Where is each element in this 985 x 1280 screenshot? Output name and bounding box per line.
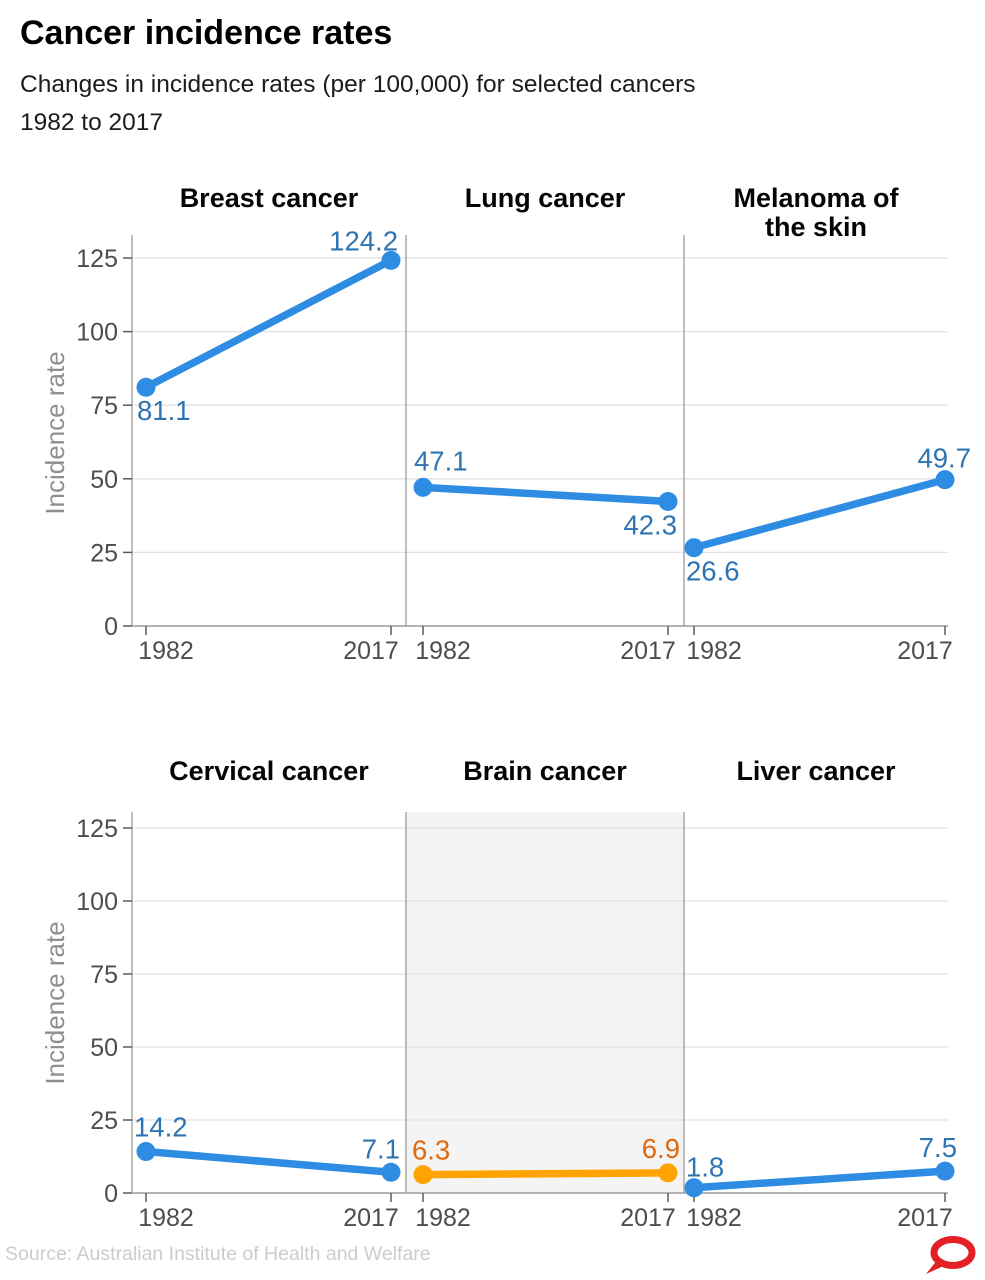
value-label: 6.3	[412, 1135, 450, 1166]
panel-title-liver-cancer: Liver cancer	[736, 756, 896, 786]
x-tick-label: 2017	[620, 1204, 676, 1232]
data-point	[413, 1165, 433, 1185]
x-tick-label: 1982	[138, 637, 194, 665]
logo-bubble	[930, 1236, 976, 1269]
value-label: 1.8	[686, 1152, 724, 1183]
data-point	[684, 1178, 704, 1198]
x-tick-label: 1982	[415, 1204, 471, 1232]
source-attribution: Source: Australian Institute of Health a…	[5, 1243, 431, 1265]
data-point	[684, 538, 704, 558]
value-label: 49.7	[917, 443, 971, 474]
data-point	[658, 491, 678, 511]
value-label: 7.1	[362, 1133, 400, 1164]
y-tick-label: 125	[76, 245, 118, 273]
trend-line	[690, 1167, 949, 1192]
value-label: 6.9	[642, 1133, 680, 1164]
page-title: Cancer incidence rates	[20, 14, 393, 52]
page-subtitle: Changes in incidence rates (per 100,000)…	[20, 71, 696, 136]
y-tick-label: 100	[76, 319, 118, 347]
value-label: 7.5	[919, 1132, 957, 1163]
value-label: 47.1	[414, 445, 468, 476]
trend-line	[142, 256, 395, 391]
y-tick-label: 125	[76, 815, 118, 843]
data-point	[136, 1142, 156, 1162]
trend-line	[142, 1147, 395, 1177]
x-tick-label: 1982	[138, 1204, 194, 1232]
x-tick-label: 2017	[897, 1204, 953, 1232]
data-point	[658, 1163, 678, 1183]
value-label: 81.1	[137, 395, 191, 426]
y-tick-label: 75	[90, 392, 118, 420]
x-tick-label: 2017	[343, 637, 399, 665]
data-point	[935, 1161, 955, 1181]
value-label: 42.3	[623, 509, 677, 540]
x-tick-label: 1982	[415, 637, 471, 665]
panel-title-breast-cancer: Breast cancer	[179, 183, 359, 213]
panel-title-melanoma: Melanoma of the skin	[733, 183, 899, 242]
panel-title-cervical-cancer: Cervical cancer	[169, 756, 369, 786]
data-point	[935, 470, 955, 490]
x-tick-label: 2017	[620, 637, 676, 665]
chart-row-svg-1: 0 25 50 75 100 125 1982 2017 14.2 7.1 1982 2017 6.3 6…	[76, 812, 957, 1232]
panel-title-brain-cancer: Brain cancer	[463, 756, 627, 786]
y-tick-label: 75	[90, 961, 118, 989]
x-tick-label: 1982	[686, 1204, 742, 1232]
y-tick-label: 25	[90, 539, 118, 567]
value-label: 26.6	[686, 556, 740, 587]
trend-line	[419, 1169, 672, 1179]
chart-row-svg-0: 0 25 50 75 100 125 1982 2017 81.1 124.2 1982 2017 47…	[76, 230, 971, 665]
trend-line	[419, 483, 672, 506]
y-tick-label: 0	[104, 1180, 118, 1208]
data-point	[381, 250, 401, 270]
data-point	[136, 377, 156, 397]
y-tick-label: 25	[90, 1107, 118, 1135]
y-tick-label: 100	[76, 888, 118, 916]
the-conversation-logo	[926, 1236, 976, 1274]
data-point	[413, 477, 433, 497]
x-tick-label: 2017	[343, 1204, 399, 1232]
y-tick-label: 50	[90, 1034, 118, 1062]
value-label: 124.2	[329, 230, 398, 256]
data-point	[381, 1162, 401, 1182]
value-label: 14.2	[134, 1112, 188, 1143]
logo-bubble-tail	[926, 1259, 948, 1274]
trend-line	[690, 475, 949, 552]
y-tick-label: 0	[104, 613, 118, 641]
x-tick-label: 1982	[686, 637, 742, 665]
x-tick-label: 2017	[897, 637, 953, 665]
panel-title-lung-cancer: Lung cancer	[464, 183, 626, 213]
y-tick-label: 50	[90, 466, 118, 494]
shaded-region	[406, 812, 684, 1193]
